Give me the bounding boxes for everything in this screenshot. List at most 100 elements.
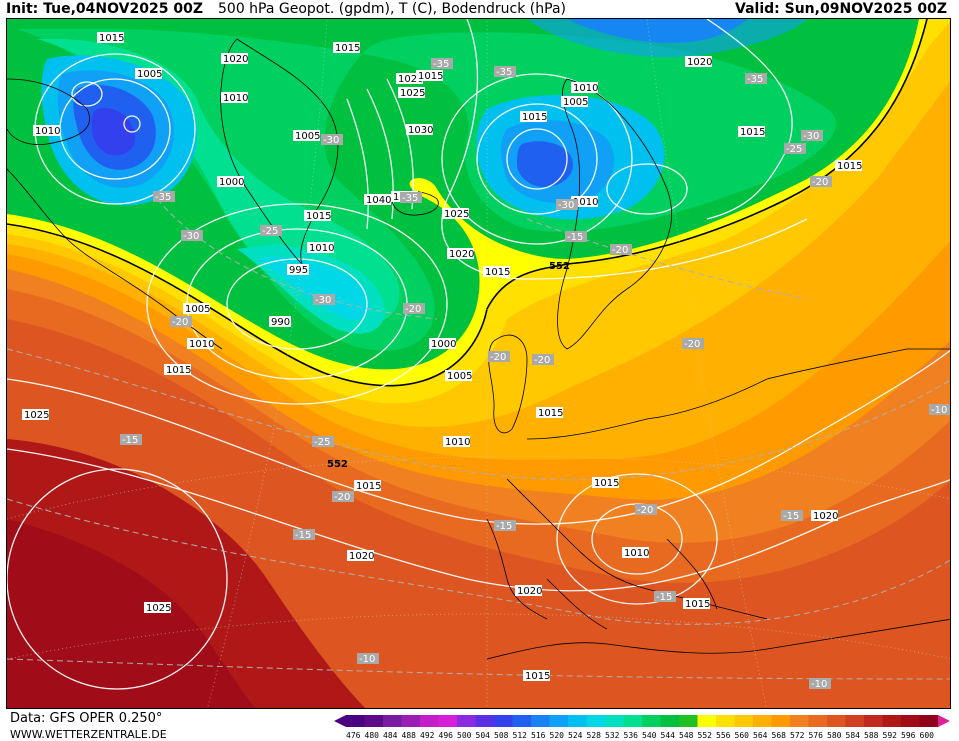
pressure-label-text: 1015: [356, 481, 381, 492]
scale-swatch: [808, 715, 827, 727]
isobar: [7, 349, 950, 525]
temperature-label: -35: [745, 73, 767, 85]
pressure-label-text: 1010: [309, 243, 334, 254]
temperature-label: -20: [403, 303, 425, 315]
scale-tick-label: 592: [882, 731, 897, 740]
scale-tick-label: 560: [734, 731, 749, 740]
pressure-label: 1025: [398, 87, 425, 99]
temperature-label: -20: [488, 351, 510, 363]
scale-swatch: [901, 715, 920, 727]
scale-tick-label: 540: [642, 731, 657, 740]
temperature-label-text: -20: [534, 355, 550, 366]
pressure-label: 1020: [811, 510, 838, 522]
pressure-label: 1015: [520, 111, 547, 123]
scale-swatch: [401, 715, 420, 727]
pressure-label: 1010: [33, 125, 60, 137]
pressure-label: 1010: [307, 242, 334, 254]
pressure-label-text: 1025: [444, 209, 469, 220]
temperature-label-text: -15: [295, 530, 311, 541]
scale-tick-label: 488: [401, 731, 416, 740]
pressure-label-text: 1005: [185, 304, 210, 315]
coastline-africa: [486, 618, 950, 660]
temperature-label-text: -30: [558, 200, 574, 211]
isobar: [476, 103, 598, 215]
isotherm: [7, 658, 950, 680]
scale-arrow-right: [938, 715, 950, 727]
temperature-label: -30: [801, 130, 823, 142]
temperature-label: -20: [332, 491, 354, 503]
isobar: [606, 163, 688, 215]
pressure-label: 1005: [183, 303, 210, 315]
temperature-label-text: -25: [314, 437, 330, 448]
temperature-label-text: -20: [405, 304, 421, 315]
weather-map: 1015 1020 1005 1010 1010 1015 1020 1015 …: [6, 18, 951, 709]
scale-swatch: [586, 715, 605, 727]
scale-swatch: [753, 715, 772, 727]
pressure-label: 1010: [571, 82, 598, 94]
scale-swatch: [642, 715, 661, 727]
temperature-label: -20: [682, 338, 704, 350]
pressure-label-text: 1010: [189, 339, 214, 350]
pressure-label: 1005: [293, 130, 320, 142]
pressure-label-text: 1020: [517, 586, 542, 597]
pressure-label-text: 1015: [594, 478, 619, 489]
pressure-label-text: 1010: [624, 548, 649, 559]
pressure-label: 1020: [221, 53, 248, 65]
pressure-label: 1010: [443, 436, 470, 448]
scale-swatch: [734, 715, 753, 727]
pressure-label: 1010: [622, 547, 649, 559]
pressure-label: 1020: [396, 73, 423, 85]
pressure-label: 1015: [333, 42, 360, 54]
coastline-scandinavia: [557, 78, 672, 350]
isobar: [441, 73, 633, 245]
scale-tick-label: 516: [531, 731, 546, 740]
color-band-arctic-2: [527, 19, 807, 58]
isotherm: [156, 198, 438, 320]
scale-tick-label: 544: [660, 731, 675, 740]
scale-swatch: [845, 715, 864, 727]
temperature-label-group: -35 -35 -35 -35 -30 -25 -30 -30 -20 -25 …: [120, 58, 950, 690]
pressure-label: 1015: [536, 407, 563, 419]
temperature-label-text: -15: [567, 232, 583, 243]
scale-swatch: [882, 715, 901, 727]
pressure-label-text: 1020: [449, 249, 474, 260]
pressure-label-text: 1005: [295, 131, 320, 142]
temperature-label: -35: [153, 191, 175, 203]
temperature-label: -15: [654, 591, 676, 603]
temperature-label-text: -35: [747, 74, 763, 85]
temperature-label: -30: [556, 199, 578, 211]
pressure-label-text: 1000: [431, 339, 456, 350]
temperature-label-text: -30: [803, 131, 819, 142]
temperature-label-text: -15: [496, 521, 512, 532]
isotherms: [7, 198, 950, 680]
pressure-label-text: 1015: [538, 408, 563, 419]
pressure-label-text: 1000: [219, 177, 244, 188]
temperature-label-text: -20: [334, 492, 350, 503]
color-band-504: [91, 108, 136, 156]
color-band-512-scand: [517, 141, 573, 187]
temperature-label-text: -30: [183, 231, 199, 242]
scale-tick-label: 556: [716, 731, 731, 740]
scale-swatch: [457, 715, 476, 727]
temperature-label: -30: [181, 230, 203, 242]
pressure-label-text: 1015: [522, 112, 547, 123]
scale-swatch: [420, 715, 439, 727]
pressure-label: 1000: [217, 176, 244, 188]
init-time-label: Init: Tue,04NOV2025 00Z: [6, 1, 203, 17]
temperature-label: -15: [494, 520, 516, 532]
temperature-label-text: -10: [811, 679, 827, 690]
temperature-label: -10: [809, 678, 831, 690]
isobar: [71, 81, 103, 107]
pressure-label: 995: [287, 264, 309, 276]
pressure-label-text: 1025: [24, 410, 49, 421]
color-band-532: [257, 257, 371, 320]
temperature-label-text: -20: [812, 177, 828, 188]
isohypse-label: 552: [327, 459, 348, 470]
scale-swatch: [494, 715, 513, 727]
temperature-label: -20: [170, 316, 192, 328]
temperature-label-text: -25: [262, 226, 278, 237]
pressure-label: 1000: [429, 338, 456, 350]
scale-tick-label: 596: [901, 731, 916, 740]
pressure-label-text: 1015: [418, 71, 443, 82]
pressure-label-text: 1015: [837, 161, 862, 172]
